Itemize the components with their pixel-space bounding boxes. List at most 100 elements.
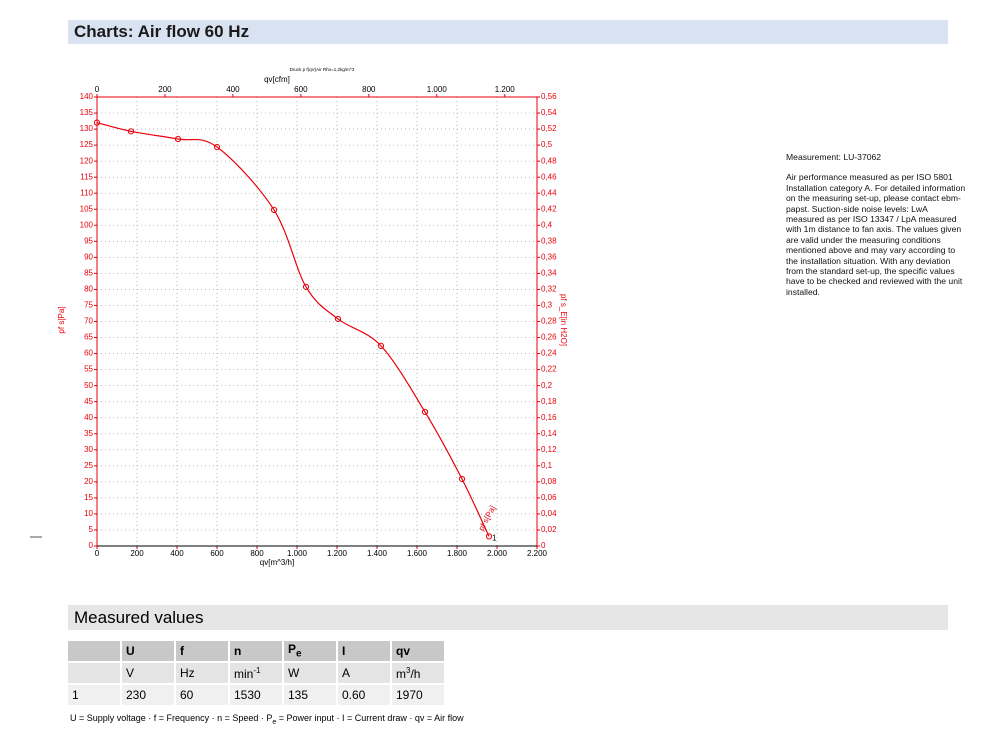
y2-tick-label: 0,42 xyxy=(541,204,557,213)
y-tick-label: 95 xyxy=(84,236,93,245)
y2-tick-label: 0,3 xyxy=(541,301,553,310)
series-line xyxy=(96,122,490,537)
y-tick-label: 10 xyxy=(84,509,93,518)
text: P xyxy=(288,642,297,657)
x-tick-label: 400 xyxy=(170,549,184,558)
y-tick-label: 110 xyxy=(80,188,93,197)
data-point xyxy=(213,143,221,151)
text: m xyxy=(396,666,406,681)
sub: e xyxy=(296,648,302,660)
cell: V xyxy=(122,663,174,683)
y-tick-label: 0 xyxy=(89,541,94,550)
y-axis-title: pf s[Pa] xyxy=(57,306,66,333)
x-tick-label: 800 xyxy=(250,549,264,558)
x-axis-title: qv[m^3/h] xyxy=(260,558,294,567)
text: = Power input · I = Current draw · qv = … xyxy=(276,713,464,723)
y2-tick-label: 0,38 xyxy=(541,236,557,245)
notes-text: Air performance measured as per ISO 5801… xyxy=(786,172,966,297)
y2-tick-label: 0,08 xyxy=(541,477,557,486)
y2-tick-label: 0,46 xyxy=(541,172,557,181)
measurement: Measurement: LU-37062 xyxy=(786,152,882,162)
chart-title: Druck p f(qV)Air Rho=1,2kg/m^3 xyxy=(290,67,355,72)
data-point xyxy=(421,408,429,416)
y2-tick-label: 0,32 xyxy=(541,285,557,294)
cell: qv xyxy=(392,641,444,661)
y-tick-label: 90 xyxy=(84,252,93,261)
y2-tick-label: 0,04 xyxy=(541,509,557,518)
section-title: Measured values xyxy=(68,605,948,630)
cell: 0.60 xyxy=(338,685,390,705)
x-tick-label: 0 xyxy=(95,549,100,558)
footnote: U = Supply voltage · f = Frequency · n =… xyxy=(70,713,464,726)
x2-tick-label: 200 xyxy=(158,85,172,94)
header-title: Charts: Air flow 60 Hz xyxy=(68,20,948,44)
x-tick-label: 1.000 xyxy=(287,549,308,558)
y2-tick-label: 0,54 xyxy=(541,108,557,117)
cell: m3/h xyxy=(392,663,444,683)
y-tick-label: 50 xyxy=(84,381,93,390)
cell: 1530 xyxy=(230,685,282,705)
y-tick-label: 60 xyxy=(84,349,93,358)
y-tick-label: 40 xyxy=(84,413,93,422)
x-tick-label: 600 xyxy=(210,549,224,558)
notes: Measurement: LU-37062 Air performance me… xyxy=(786,152,966,297)
y2-tick-label: 0,36 xyxy=(541,252,557,261)
data-point xyxy=(302,283,310,290)
y-tick-label: 35 xyxy=(84,429,93,438)
x-tick-label: 2.000 xyxy=(487,549,508,558)
x2-tick-label: 1.200 xyxy=(495,85,516,94)
data-point xyxy=(127,128,135,135)
data-point xyxy=(174,135,182,143)
data-point xyxy=(334,315,342,323)
cell: 60 xyxy=(176,685,228,705)
y2-tick-label: 0,52 xyxy=(541,124,557,133)
x-tick-label: 2.200 xyxy=(527,549,548,558)
y2-tick-label: 0,14 xyxy=(541,429,557,438)
y2-tick-label: 0,16 xyxy=(541,413,557,422)
text: /h xyxy=(410,666,421,681)
text: U = Supply voltage · f = Frequency · n =… xyxy=(70,713,273,723)
x-tick-label: 200 xyxy=(130,549,144,558)
x2-axis-title: qv[cfm] xyxy=(264,75,290,84)
y-tick-label: 20 xyxy=(84,477,93,486)
y2-tick-label: 0,34 xyxy=(541,269,557,278)
cell: A xyxy=(338,663,390,683)
y2-axis-title: pf s_E[in H2O] xyxy=(559,294,568,346)
y-tick-label: 45 xyxy=(84,397,93,406)
y-tick-label: 70 xyxy=(84,317,93,326)
y-tick-label: 55 xyxy=(84,365,93,374)
x2-tick-label: 1.000 xyxy=(427,85,448,94)
y-tick-label: 105 xyxy=(80,204,94,213)
cell: Hz xyxy=(176,663,228,683)
data-point xyxy=(270,206,278,213)
y2-tick-label: 0,22 xyxy=(541,365,557,374)
series-label: pf s[Pa] xyxy=(477,504,498,532)
y-tick-label: 15 xyxy=(84,493,93,502)
data-point xyxy=(377,342,385,349)
cell: 135 xyxy=(284,685,336,705)
y2-tick-label: 0,12 xyxy=(541,445,557,454)
x-tick-label: 1.800 xyxy=(447,549,468,558)
text: min xyxy=(234,666,254,681)
y2-tick-label: 0,2 xyxy=(541,381,553,390)
y2-tick-label: 0,02 xyxy=(541,525,557,534)
x2-tick-label: 800 xyxy=(362,85,376,94)
y2-tick-label: 0,24 xyxy=(541,349,557,358)
cell: f xyxy=(176,641,228,661)
y-tick-label: 75 xyxy=(84,301,93,310)
y2-tick-label: 0,4 xyxy=(541,220,553,229)
x-tick-label: 1.600 xyxy=(407,549,428,558)
y2-tick-label: 0,28 xyxy=(541,317,557,326)
x2-tick-label: 600 xyxy=(294,85,308,94)
y-tick-label: 30 xyxy=(84,445,93,454)
chart: Druck p f(qV)Air Rho=1,2kg/m^3 0 200 400 60… xyxy=(30,67,568,567)
cell: 230 xyxy=(122,685,174,705)
cell: 1 xyxy=(68,685,120,705)
data-point xyxy=(458,475,466,483)
y-tick-label: 85 xyxy=(84,269,93,278)
cell: U xyxy=(122,641,174,661)
cell: min-1 xyxy=(230,663,282,683)
y-tick-label: 120 xyxy=(80,156,94,165)
x-tick-label: 1.400 xyxy=(367,549,388,558)
y-tick-label: 125 xyxy=(80,140,94,149)
